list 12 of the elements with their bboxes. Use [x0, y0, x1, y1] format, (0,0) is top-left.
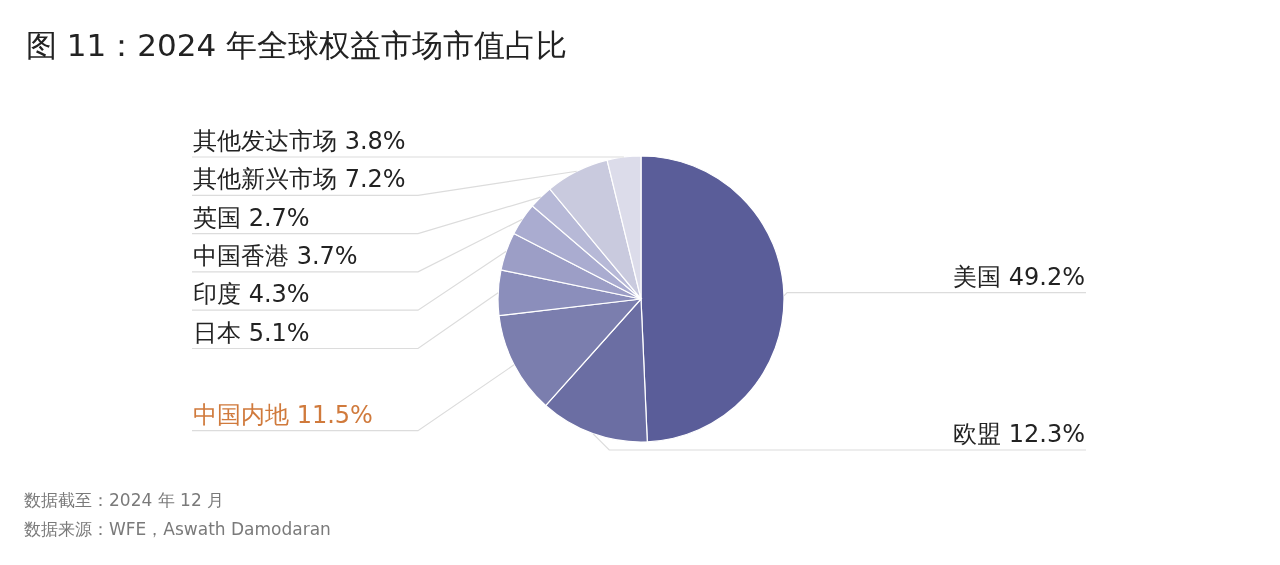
slice-label: 其他新兴市场 7.2%: [193, 165, 406, 194]
slice-label: 其他发达市场 3.8%: [193, 127, 406, 155]
slice-label: 美国 49.2%: [953, 262, 1085, 291]
slice-label: 印度 4.3%: [193, 280, 310, 309]
text: 数据截至：2024 年 12 月: [24, 490, 225, 510]
slice-label: 日本 5.1%: [193, 318, 310, 347]
slice-label: 中国内地 11.5%: [193, 400, 373, 429]
slice-label: 中国香港 3.7%: [193, 241, 358, 270]
chart-title: 图 11：2024 年全球权益市场市值占比: [26, 27, 568, 63]
slice-label: 英国 2.7%: [193, 203, 310, 232]
slice-label: 欧盟 12.3%: [953, 420, 1085, 448]
source-note: 数据来源：WFE，Aswath Damodaran: [24, 519, 331, 539]
